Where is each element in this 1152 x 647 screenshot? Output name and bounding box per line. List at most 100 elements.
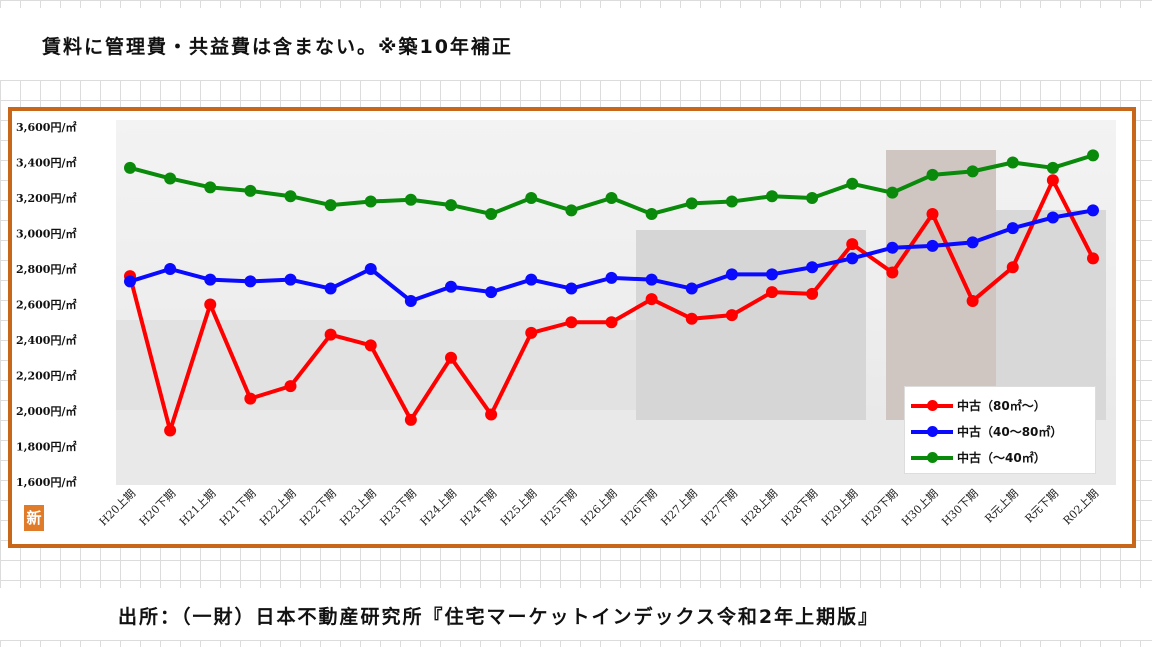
x-tick-label: H28下期 <box>779 487 820 528</box>
data-point <box>284 380 297 393</box>
x-tick-label: H24下期 <box>458 487 499 528</box>
x-tick-label: H21下期 <box>217 487 258 528</box>
y-tick-label: 3,600円/㎡ <box>16 120 76 134</box>
data-point <box>204 298 217 311</box>
data-point <box>324 282 337 295</box>
data-point <box>846 238 859 251</box>
data-point <box>364 339 377 352</box>
data-point <box>806 287 819 300</box>
x-tick-label: H22上期 <box>257 487 298 528</box>
data-point <box>244 392 257 405</box>
x-tick-label: H20下期 <box>137 487 178 528</box>
data-point <box>1006 222 1019 235</box>
legend-item: 中古（40～80㎡） <box>911 421 1095 441</box>
data-point <box>846 177 859 190</box>
x-tick-label: H27下期 <box>699 487 740 528</box>
data-point <box>966 165 979 178</box>
data-point <box>605 316 618 329</box>
header-note-band: 賃料に管理費・共益費は含まない。※築10年補正 <box>0 8 1152 80</box>
data-point <box>1046 211 1059 224</box>
chart-background-photo <box>116 120 1116 485</box>
y-tick-label: 1,800円/㎡ <box>16 440 76 454</box>
legend-item: 中古（80㎡～） <box>911 395 1095 415</box>
data-point <box>485 408 498 421</box>
data-point <box>966 294 979 307</box>
data-point <box>445 351 457 364</box>
legend-label: 中古（80㎡～） <box>957 399 1046 413</box>
data-point <box>164 424 177 437</box>
x-tick-label: H23下期 <box>378 487 419 528</box>
y-tick-label: 2,000円/㎡ <box>16 404 76 418</box>
data-point <box>525 192 538 204</box>
x-tick-label: H29上期 <box>819 487 860 528</box>
data-point <box>886 266 899 279</box>
x-tick-label: H26下期 <box>618 487 659 528</box>
data-point <box>685 312 698 325</box>
x-tick-label: H23上期 <box>337 487 378 528</box>
legend-label: 中古（40～80㎡） <box>957 425 1063 439</box>
data-point <box>1087 204 1099 217</box>
data-point <box>565 204 578 217</box>
data-point <box>284 190 297 203</box>
x-tick-label: H30下期 <box>939 487 980 528</box>
data-point <box>886 241 899 254</box>
data-point <box>164 172 177 185</box>
data-point <box>766 286 778 299</box>
data-point <box>244 184 257 197</box>
data-point <box>525 326 538 339</box>
data-point <box>605 192 618 204</box>
y-tick-label: 3,000円/㎡ <box>16 227 76 241</box>
x-tick-label: H22下期 <box>297 487 338 528</box>
data-point <box>485 207 498 220</box>
x-tick-label: H25下期 <box>538 487 579 528</box>
data-point <box>485 286 498 299</box>
data-point <box>725 309 738 322</box>
data-point <box>645 273 658 286</box>
data-point <box>1046 174 1059 187</box>
x-tick-label: H21上期 <box>177 487 218 528</box>
data-point <box>926 168 939 181</box>
data-point <box>766 268 778 281</box>
data-point <box>324 328 337 341</box>
data-point <box>445 280 457 293</box>
data-point <box>886 186 899 199</box>
data-point <box>645 293 658 306</box>
data-point <box>244 275 257 288</box>
data-point <box>364 195 377 208</box>
data-point <box>926 207 939 220</box>
x-tick-label: H20上期 <box>97 487 138 528</box>
data-point <box>966 236 979 249</box>
x-tick-label: H27上期 <box>658 487 699 528</box>
x-tick-label: R02上期 <box>1061 487 1102 528</box>
data-point <box>404 294 417 307</box>
data-point <box>725 195 738 208</box>
source-citation: 出所：（一財）日本不動産研究所『住宅マーケットインデックス令和2年上期版』 <box>118 606 880 628</box>
data-point <box>1006 261 1019 274</box>
data-point <box>124 275 136 288</box>
source-band: 出所：（一財）日本不動産研究所『住宅マーケットインデックス令和2年上期版』 <box>0 588 1152 640</box>
data-point <box>204 181 217 194</box>
data-point <box>284 273 297 286</box>
x-tick-label: H24上期 <box>418 487 459 528</box>
y-tick-label: 1,600円/㎡ <box>16 475 76 489</box>
data-point <box>766 190 778 203</box>
x-tick-label: H29下期 <box>859 487 900 528</box>
data-point <box>364 263 377 275</box>
legend-item: 中古（～40㎡） <box>911 447 1095 467</box>
data-point <box>1006 156 1019 169</box>
data-point <box>725 268 738 281</box>
data-point <box>926 239 939 252</box>
data-point <box>846 252 859 265</box>
legend-label: 中古（～40㎡） <box>957 451 1046 465</box>
data-point <box>445 199 457 212</box>
data-point <box>1046 161 1059 174</box>
data-point <box>806 192 819 204</box>
data-point <box>685 282 698 295</box>
y-tick-label: 2,400円/㎡ <box>16 333 76 347</box>
data-point <box>404 193 417 206</box>
building-shape <box>116 320 636 410</box>
x-tick-label: H30上期 <box>899 487 940 528</box>
series-line <box>129 153 1094 216</box>
x-tick-label: R元上期 <box>982 487 1020 525</box>
